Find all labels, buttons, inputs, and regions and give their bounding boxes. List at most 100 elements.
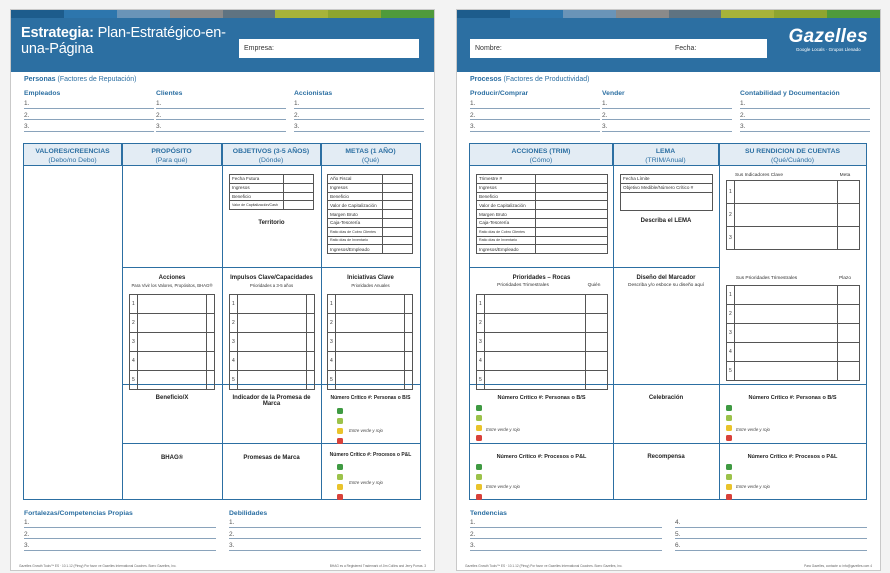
iniciativas-list[interactable]: 1 2 3 4 5 [327, 294, 413, 390]
recompensa-label: Recompensa [647, 454, 685, 460]
impulsos-label: Impulsos Clave/Capacidades [230, 275, 313, 281]
header-lema: LEMA (TRIM/Anual) [613, 144, 719, 166]
sus-prioridades-table[interactable]: 1 2 3 4 5 [726, 285, 860, 381]
debilidades-lines[interactable]: 1. 2. 3. [229, 517, 421, 552]
iniciativas-sub: Prioridades Anuales [351, 283, 390, 288]
prio-trim-label: Prioridades Trimestrales [497, 283, 549, 288]
green-dot [476, 464, 482, 470]
fortalezas-title: Fortalezas/Competencias Propias [24, 510, 133, 517]
contabilidad-lines[interactable]: 1. 2. 3. [740, 98, 870, 133]
lime-dot [337, 474, 343, 480]
lime-dot [476, 474, 482, 480]
describa-label: Describa el LEMA [640, 218, 692, 224]
header-metas: METAS (1 AÑO) (Qué) [321, 144, 420, 166]
critico2-label: Número Crítico #: Procesos o P&L [496, 454, 587, 460]
metas-table[interactable]: Año Fiscal Ingresos Beneficio Valor de C… [327, 174, 413, 255]
color-stripe [11, 10, 434, 18]
group-vender: Vender [602, 90, 625, 97]
page-execution: Nombre: Fecha: Gazelles Google Locals · Gr… [456, 9, 881, 571]
entre-label: Entre verde y rojo [349, 480, 383, 485]
entre-label: Entre verde y rojo [486, 484, 520, 489]
objetivos-table[interactable]: Fecha Futura Ingresos Beneficio Valor de… [229, 174, 314, 211]
entre-label: Entre verde y rojo [486, 427, 520, 432]
header-acciones: ACCIONES (TRIM) (Cómo) [470, 144, 613, 166]
red-dot [337, 494, 343, 500]
footer-right: BHAG es a Registered Trademark of Jim Co… [329, 564, 426, 568]
personas-title: Personas (Factores de Reputación) [24, 76, 137, 83]
critico2-label: Número Crítico #: Procesos o P&L [329, 452, 412, 458]
impulsos-list[interactable]: 1 2 3 4 5 [229, 294, 315, 390]
group-empleados: Empleados [24, 90, 61, 97]
fortalezas-lines[interactable]: 1. 2. 3. [24, 517, 216, 552]
quien-label: Quién [587, 283, 601, 288]
entre-label: Entre verde y rojo [736, 484, 770, 489]
critico2-right-label: Número Crítico #: Procesos o P&L [747, 454, 838, 460]
green-dot [337, 408, 343, 414]
header-bar: Nombre: Fecha: Gazelles Google Locals · Gr… [457, 18, 880, 72]
indicadores-table[interactable]: 1 2 3 [726, 180, 860, 250]
indicadores-label: Sus Indicadores Clave [735, 173, 783, 178]
indicador-label: Indicador de la Promesa de Marca [232, 395, 311, 407]
empleados-lines[interactable]: 1. 2. 3. [24, 98, 154, 133]
red-dot [476, 494, 482, 500]
gazelles-logo: Gazelles Google Locals · Grupos Llenado [788, 26, 868, 52]
acciones-trim-table[interactable]: Trimestre # Ingresos Beneficio Valor de … [476, 174, 608, 255]
group-producir: Producir/Comprar [470, 90, 529, 97]
strategy-grid: VALORES/CREENCIAS (Debo/no Debo) PROPÓSIT… [23, 143, 421, 500]
promesas-label: Promesas de Marca [243, 455, 300, 461]
tendencias-lines-a[interactable]: 1. 2. 3. [470, 517, 662, 552]
red-dot [726, 494, 732, 500]
prioridades-label: Prioridades – Rocas [512, 275, 571, 281]
debilidades-title: Debilidades [229, 510, 268, 517]
header-rendicion: SU RENDICION DE CUENTAS (Qué/Cuándo) [719, 144, 866, 166]
green-dot [476, 405, 482, 411]
vender-lines[interactable]: 1. 2. 3. [602, 98, 732, 133]
critico1-right-label: Número Crítico #: Personas o B/S [748, 395, 837, 401]
lime-dot [476, 415, 482, 421]
red-dot [726, 435, 732, 441]
green-dot [726, 464, 732, 470]
accionistas-lines[interactable]: 1. 2. 3. [294, 98, 424, 133]
lime-dot [726, 474, 732, 480]
iniciativas-label: Iniciativas Clave [347, 275, 394, 281]
page-strategy: Estrategia: Plan-Estratégico-en-una-Pági… [10, 9, 435, 571]
clientes-lines[interactable]: 1. 2. 3. [156, 98, 286, 133]
sus-prio-label: Sus Prioridades Trimestrales [735, 276, 798, 281]
yellow-dot [476, 484, 482, 490]
red-dot [476, 435, 482, 441]
header-objetivos: OBJETIVOS (3-5 AÑOS) (Dónde) [222, 144, 321, 166]
group-clientes: Clientes [156, 90, 183, 97]
group-accionistas: Accionistas [294, 90, 333, 97]
acciones-label: Acciones [158, 275, 186, 281]
execution-grid: ACCIONES (TRIM) (Cómo) LEMA (TRIM/Anual) S… [469, 143, 867, 500]
group-contabilidad: Contabilidad y Documentación [740, 90, 840, 97]
header-valores: VALORES/CREENCIAS (Debo/no Debo) [24, 144, 122, 166]
impulsos-sub: Prioridades a 3-5 años [249, 283, 294, 288]
header-bar: Estrategia: Plan-Estratégico-en-una-Pági… [11, 18, 434, 72]
celebracion-label: Celebración [648, 395, 684, 401]
yellow-dot [726, 425, 732, 431]
producir-lines[interactable]: 1. 2. 3. [470, 98, 600, 133]
acciones-list[interactable]: 1 2 3 4 5 [129, 294, 215, 390]
green-dot [726, 405, 732, 411]
diseno-label: Diseño del Marcador [636, 275, 696, 281]
entre-label: Entre verde y rojo [349, 428, 383, 433]
meta-label: Meta [839, 173, 851, 178]
tendencias-lines-b[interactable]: 4. 5. 6. [675, 517, 867, 552]
empresa-field[interactable]: Empresa: [239, 39, 419, 58]
footer-right: Para Gazelles, contacte a: info@gazelles… [804, 564, 872, 568]
footer-left: Gazelles Growth Tools™ ES · 10.1.12 (Pir… [465, 564, 623, 568]
page-title: Estrategia: Plan-Estratégico-en-una-Pági… [21, 25, 226, 57]
tendencias-title: Tendencias [470, 510, 507, 517]
nombre-fecha-field[interactable]: Nombre: Fecha: [470, 39, 767, 58]
bhag-label: BHAG® [160, 455, 184, 461]
red-dot [337, 438, 343, 444]
lime-dot [337, 418, 343, 424]
lema-table[interactable]: Fecha Límite Objetivo Medible/Número Crí… [620, 174, 713, 211]
color-stripe [457, 10, 880, 18]
diseno-sub: Describa y/o esboce su diseño aquí [628, 283, 704, 288]
rocas-list[interactable]: 1 2 3 4 5 [476, 294, 608, 390]
yellow-dot [337, 428, 343, 434]
footer-left: Gazelles Growth Tools™ ES · 10.1.12 (Pir… [19, 564, 177, 568]
yellow-dot [476, 425, 482, 431]
